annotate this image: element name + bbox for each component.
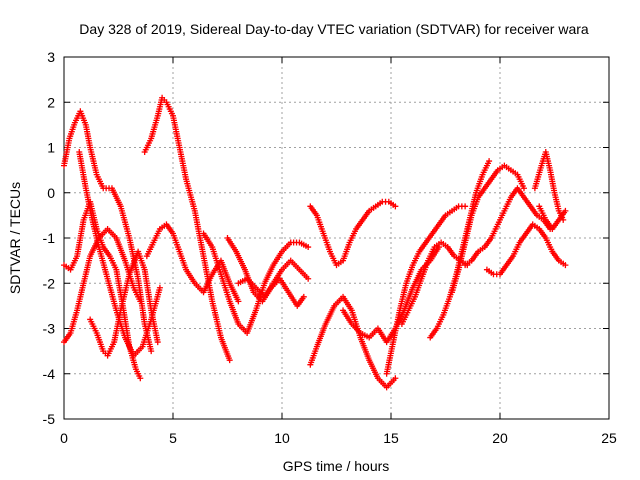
x-tick-label: 5 xyxy=(169,430,177,446)
data-point xyxy=(156,284,163,291)
series-arc-5 xyxy=(87,248,161,359)
series-arc-19 xyxy=(483,221,569,278)
y-tick-label: 1 xyxy=(47,140,55,156)
series-arc-8 xyxy=(200,230,312,337)
y-tick-label: 0 xyxy=(47,185,55,201)
y-tick-label: 2 xyxy=(47,94,55,110)
data-point xyxy=(562,262,569,269)
series-arc-21 xyxy=(536,203,569,232)
x-axis: 0 5 10 15 20 25 xyxy=(60,57,617,446)
data-point xyxy=(305,244,312,251)
x-axis-label: GPS time / hours xyxy=(283,458,390,474)
x-tick-label: 20 xyxy=(492,430,508,446)
y-tick-label: -2 xyxy=(43,275,56,291)
series-arc-13 xyxy=(340,244,442,346)
x-tick-label: 15 xyxy=(383,430,399,446)
data-point xyxy=(137,375,144,382)
y-tick-label: -1 xyxy=(43,230,56,246)
data-point xyxy=(148,348,155,355)
grid-lines xyxy=(64,57,609,419)
series-arc-7 xyxy=(143,221,242,305)
data-point xyxy=(562,207,569,214)
data-point xyxy=(235,298,242,305)
data-point xyxy=(154,339,161,346)
y-axis: -5 -4 -3 -2 -1 0 1 2 3 xyxy=(43,49,609,427)
x-tick-label: 25 xyxy=(601,430,617,446)
data-point xyxy=(305,275,312,282)
series-arc-17 xyxy=(449,162,527,296)
data-point xyxy=(520,185,527,192)
y-tick-label: -3 xyxy=(43,321,56,337)
series-arc-14 xyxy=(383,203,469,377)
data-point xyxy=(392,203,399,210)
series-arc-4 xyxy=(76,149,163,359)
y-tick-label: -4 xyxy=(43,366,56,382)
y-axis-label: SDTVAR / TECUs xyxy=(7,182,23,294)
series-arc-1 xyxy=(61,108,155,355)
x-tick-label: 10 xyxy=(274,430,290,446)
data-point xyxy=(300,293,307,300)
y-tick-label: 3 xyxy=(47,49,55,65)
data-points xyxy=(61,94,569,391)
data-point xyxy=(462,203,469,210)
data-point xyxy=(226,357,233,364)
y-tick-label: -5 xyxy=(43,411,56,427)
data-point xyxy=(486,158,493,165)
chart-title: Day 328 of 2019, Sidereal Day-to-day VTE… xyxy=(79,21,589,37)
series-arc-6 xyxy=(141,94,233,364)
series-arc-10 xyxy=(235,257,312,300)
data-point xyxy=(137,298,144,305)
series-arc-20 xyxy=(531,149,567,223)
series-arc-11 xyxy=(307,198,399,269)
series-arc-9 xyxy=(224,235,307,309)
data-point xyxy=(392,375,399,382)
x-tick-label: 0 xyxy=(60,430,68,446)
series-arc-3 xyxy=(61,225,144,346)
